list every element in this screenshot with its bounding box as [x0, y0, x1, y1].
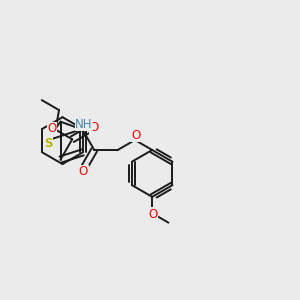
Text: O: O [79, 165, 88, 178]
Text: O: O [148, 208, 158, 221]
Text: O: O [131, 129, 140, 142]
Text: S: S [44, 136, 52, 150]
Text: NH: NH [75, 118, 93, 130]
Text: O: O [89, 121, 98, 134]
Text: O: O [47, 122, 56, 135]
